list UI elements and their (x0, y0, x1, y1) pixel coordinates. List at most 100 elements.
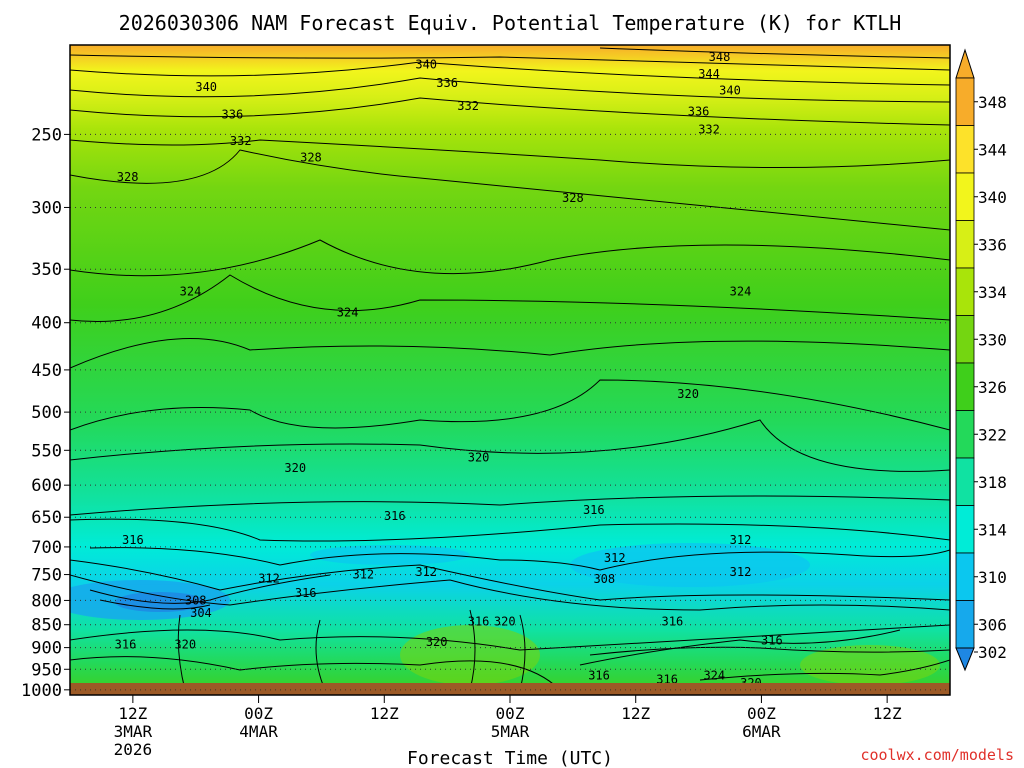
contour-label: 304 (190, 606, 212, 620)
contour-label: 332 (698, 123, 720, 137)
contour-312b (70, 559, 950, 601)
contour-324b (70, 274, 950, 323)
contour-low2 (70, 656, 561, 691)
colorbar-swatch (955, 600, 975, 649)
colorbar-label: 306 (978, 615, 1007, 634)
contour-low3 (579, 629, 901, 666)
contour-label: 312 (352, 568, 374, 582)
contour-label: 340 (719, 83, 741, 97)
x-tick-label: 12Z (873, 704, 902, 723)
credit-link[interactable]: coolwx.com/models (860, 746, 1014, 764)
contour-label: 312 (604, 551, 626, 565)
y-tick-label: 250 (31, 125, 62, 145)
colorbar-swatch (955, 125, 975, 174)
colorbar-swatch (955, 172, 975, 221)
y-tick-label: 900 (31, 639, 62, 659)
contour-label: 332 (457, 99, 479, 113)
contour-label: 312 (258, 571, 280, 585)
colorbar-swatch (955, 220, 975, 269)
warm-pocket-low (400, 625, 540, 685)
contour-labels: 340 336 332 328 328 340 336 332 328 348 344 340 336 3… (115, 50, 783, 690)
contour-340 (70, 61, 950, 86)
contour-label: 316 (122, 533, 144, 547)
contour-324 (70, 239, 950, 277)
contour-328 (70, 139, 950, 168)
chart-title: 2026030306 NAM Forecast Equiv. Potential… (119, 11, 902, 35)
contour-label: 316 (588, 669, 610, 683)
contour-label: 312 (730, 533, 752, 547)
x-tick-label: 2026 (114, 740, 153, 759)
warm-pocket-low-east (800, 645, 940, 685)
x-tick-label: 6MAR (742, 722, 781, 741)
contour-344 (70, 54, 950, 71)
colorbar-label: 326 (978, 378, 1007, 397)
contour-label: 324 (180, 284, 202, 298)
contour-label: 320 (494, 614, 516, 628)
colorbar-label: 302 (978, 643, 1007, 662)
y-tick-label: 350 (31, 260, 62, 280)
contour-label: 336 (436, 76, 458, 90)
colorbar-label: 336 (978, 235, 1007, 254)
contour-label: 316 (295, 586, 317, 600)
contour-label: 316 (662, 614, 684, 628)
cold-pocket-east (570, 543, 810, 587)
colorbar-swatch (955, 362, 975, 411)
contour-label: 316 (384, 509, 406, 523)
contour-label: 316 (761, 633, 783, 647)
contour-label: 316 (468, 614, 490, 628)
colorbar-label: 318 (978, 473, 1007, 492)
contour-label: 324 (730, 284, 752, 298)
contour-label: 320 (677, 387, 699, 401)
x-tick-label: 00Z (244, 704, 273, 723)
colorbar-swatch (955, 410, 975, 459)
contour-label: 332 (230, 134, 252, 148)
colorbar-swatch (955, 77, 975, 126)
contour-320b (70, 379, 950, 431)
contour-label: 308 (593, 572, 615, 586)
contour-label: 336 (222, 108, 244, 122)
colorbar: 348 344 340 336 334 330 326 322 318 314 310 306 302 (955, 48, 1007, 672)
contour-328b (70, 149, 950, 231)
x-tick-label: 00Z (747, 704, 776, 723)
contour-316 (70, 495, 950, 516)
y-tick-label: 550 (31, 441, 62, 461)
contour-label: 328 (562, 191, 584, 205)
x-tick-label: 12Z (118, 704, 147, 723)
y-tick-label: 600 (31, 476, 62, 496)
colorbar-label: 348 (978, 93, 1007, 112)
contour-336 (70, 77, 950, 103)
y-tick-label: 400 (31, 314, 62, 334)
contour-312 (89, 547, 950, 571)
x-tick-label: 5MAR (491, 722, 530, 741)
colorbar-swatch (955, 505, 975, 554)
colorbar-swatch (955, 457, 975, 506)
plot-field: 340 336 332 328 328 340 336 332 328 348 344 340 336 3… (70, 45, 950, 695)
contour-348 (599, 47, 950, 59)
colorbar-label: 314 (978, 520, 1007, 539)
colorbar-label: 310 (978, 568, 1007, 587)
contour-label: 324 (337, 306, 359, 320)
contour-label: 312 (730, 565, 752, 579)
y-tick-label: 950 (31, 660, 62, 680)
colorbar-top-arrow (955, 48, 975, 79)
contour-320 (70, 338, 950, 369)
y-tick-label: 300 (31, 198, 62, 218)
contour-306 (99, 599, 211, 610)
x-tick-label: 12Z (370, 704, 399, 723)
y-tick-label: 650 (31, 508, 62, 528)
contour-low1 (70, 624, 950, 651)
contour-label: 320 (284, 461, 306, 475)
x-tick-label: 3MAR (114, 722, 153, 741)
colorbar-label: 322 (978, 425, 1007, 444)
colorbar-swatch (955, 267, 975, 316)
contour-label: 344 (698, 67, 720, 81)
colorbar-swatch (955, 552, 975, 601)
x-axis-label: Forecast Time (UTC) (407, 748, 613, 768)
colorbar-label: 330 (978, 330, 1007, 349)
contour-label: 316 (115, 637, 137, 651)
x-tick-label: 4MAR (239, 722, 278, 741)
cold-pocket-mid (310, 545, 470, 565)
contour-label: 340 (415, 58, 437, 72)
contour-column1 (177, 614, 186, 691)
